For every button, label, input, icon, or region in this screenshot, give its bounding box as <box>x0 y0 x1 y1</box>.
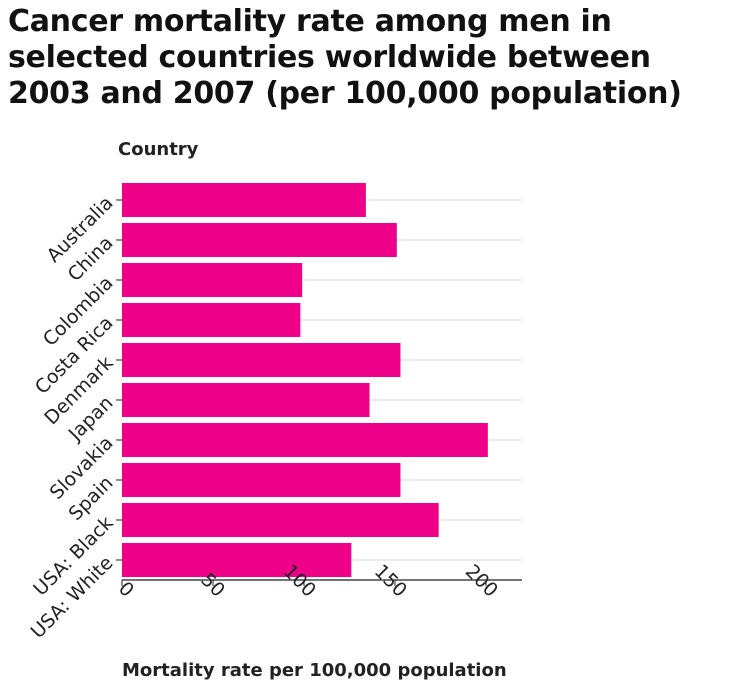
bar-colombia <box>122 263 303 297</box>
bar-costa-rica <box>122 303 301 337</box>
bar-usa-black <box>122 503 439 537</box>
bar-spain <box>122 463 401 497</box>
bar-japan <box>122 383 370 417</box>
x-axis-title: Mortality rate per 100,000 population <box>122 660 507 681</box>
x-tick-label: 200 <box>461 560 502 601</box>
y-axis-title: Country <box>118 139 199 160</box>
bar-australia <box>122 183 366 217</box>
bar-slovakia <box>122 423 488 457</box>
bar-usa-white <box>122 543 352 577</box>
x-tick-label: 0 <box>114 577 138 601</box>
x-tick-label: 150 <box>370 560 411 601</box>
bar-china <box>122 223 397 257</box>
chart-title: Cancer mortality rate among men in selec… <box>8 4 682 111</box>
bar-denmark <box>122 343 401 377</box>
bars <box>122 183 488 577</box>
